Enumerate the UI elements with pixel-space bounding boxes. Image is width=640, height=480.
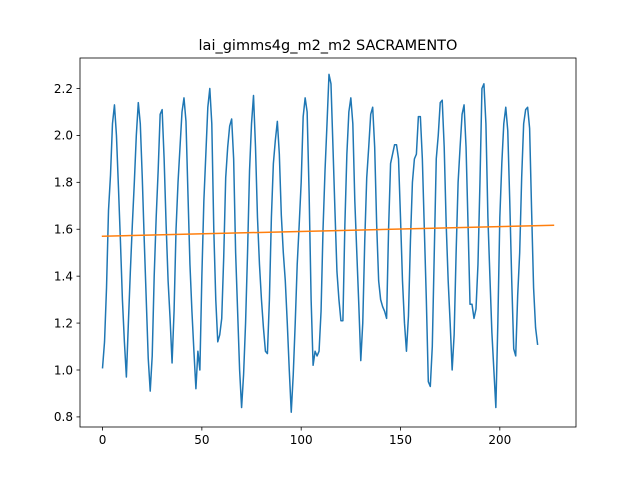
series-line-trend [101,224,555,238]
y-tick-label: 1.6 [54,223,73,237]
y-tick-label: 1.4 [54,269,73,283]
y-tick-label: 1.0 [54,363,73,377]
y-tick-label: 1.2 [54,316,73,330]
y-tick-label: 2.2 [54,82,73,96]
axis-layer: 0 50 100 150 200 0.8 1.0 1.2 1.4 1.6 1.8 2.0 2.2 [54,82,511,447]
x-tick-label: 100 [290,433,313,447]
y-tick-label: 0.8 [54,410,73,424]
series-line-lai [101,73,539,413]
chart-title: lai_gimms4g_m2_m2 SACRAMENTO [199,38,458,54]
y-tick-label: 2.0 [54,129,73,143]
y-tick-label: 1.8 [54,176,73,190]
x-tick-label: 50 [194,433,209,447]
x-tick-label: 150 [389,433,412,447]
x-tick-label: 0 [99,433,107,447]
x-tick-label: 200 [488,433,511,447]
series-layer [101,73,555,413]
plot-frame [79,57,577,428]
